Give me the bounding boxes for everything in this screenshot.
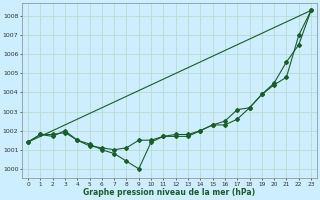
X-axis label: Graphe pression niveau de la mer (hPa): Graphe pression niveau de la mer (hPa): [84, 188, 256, 197]
